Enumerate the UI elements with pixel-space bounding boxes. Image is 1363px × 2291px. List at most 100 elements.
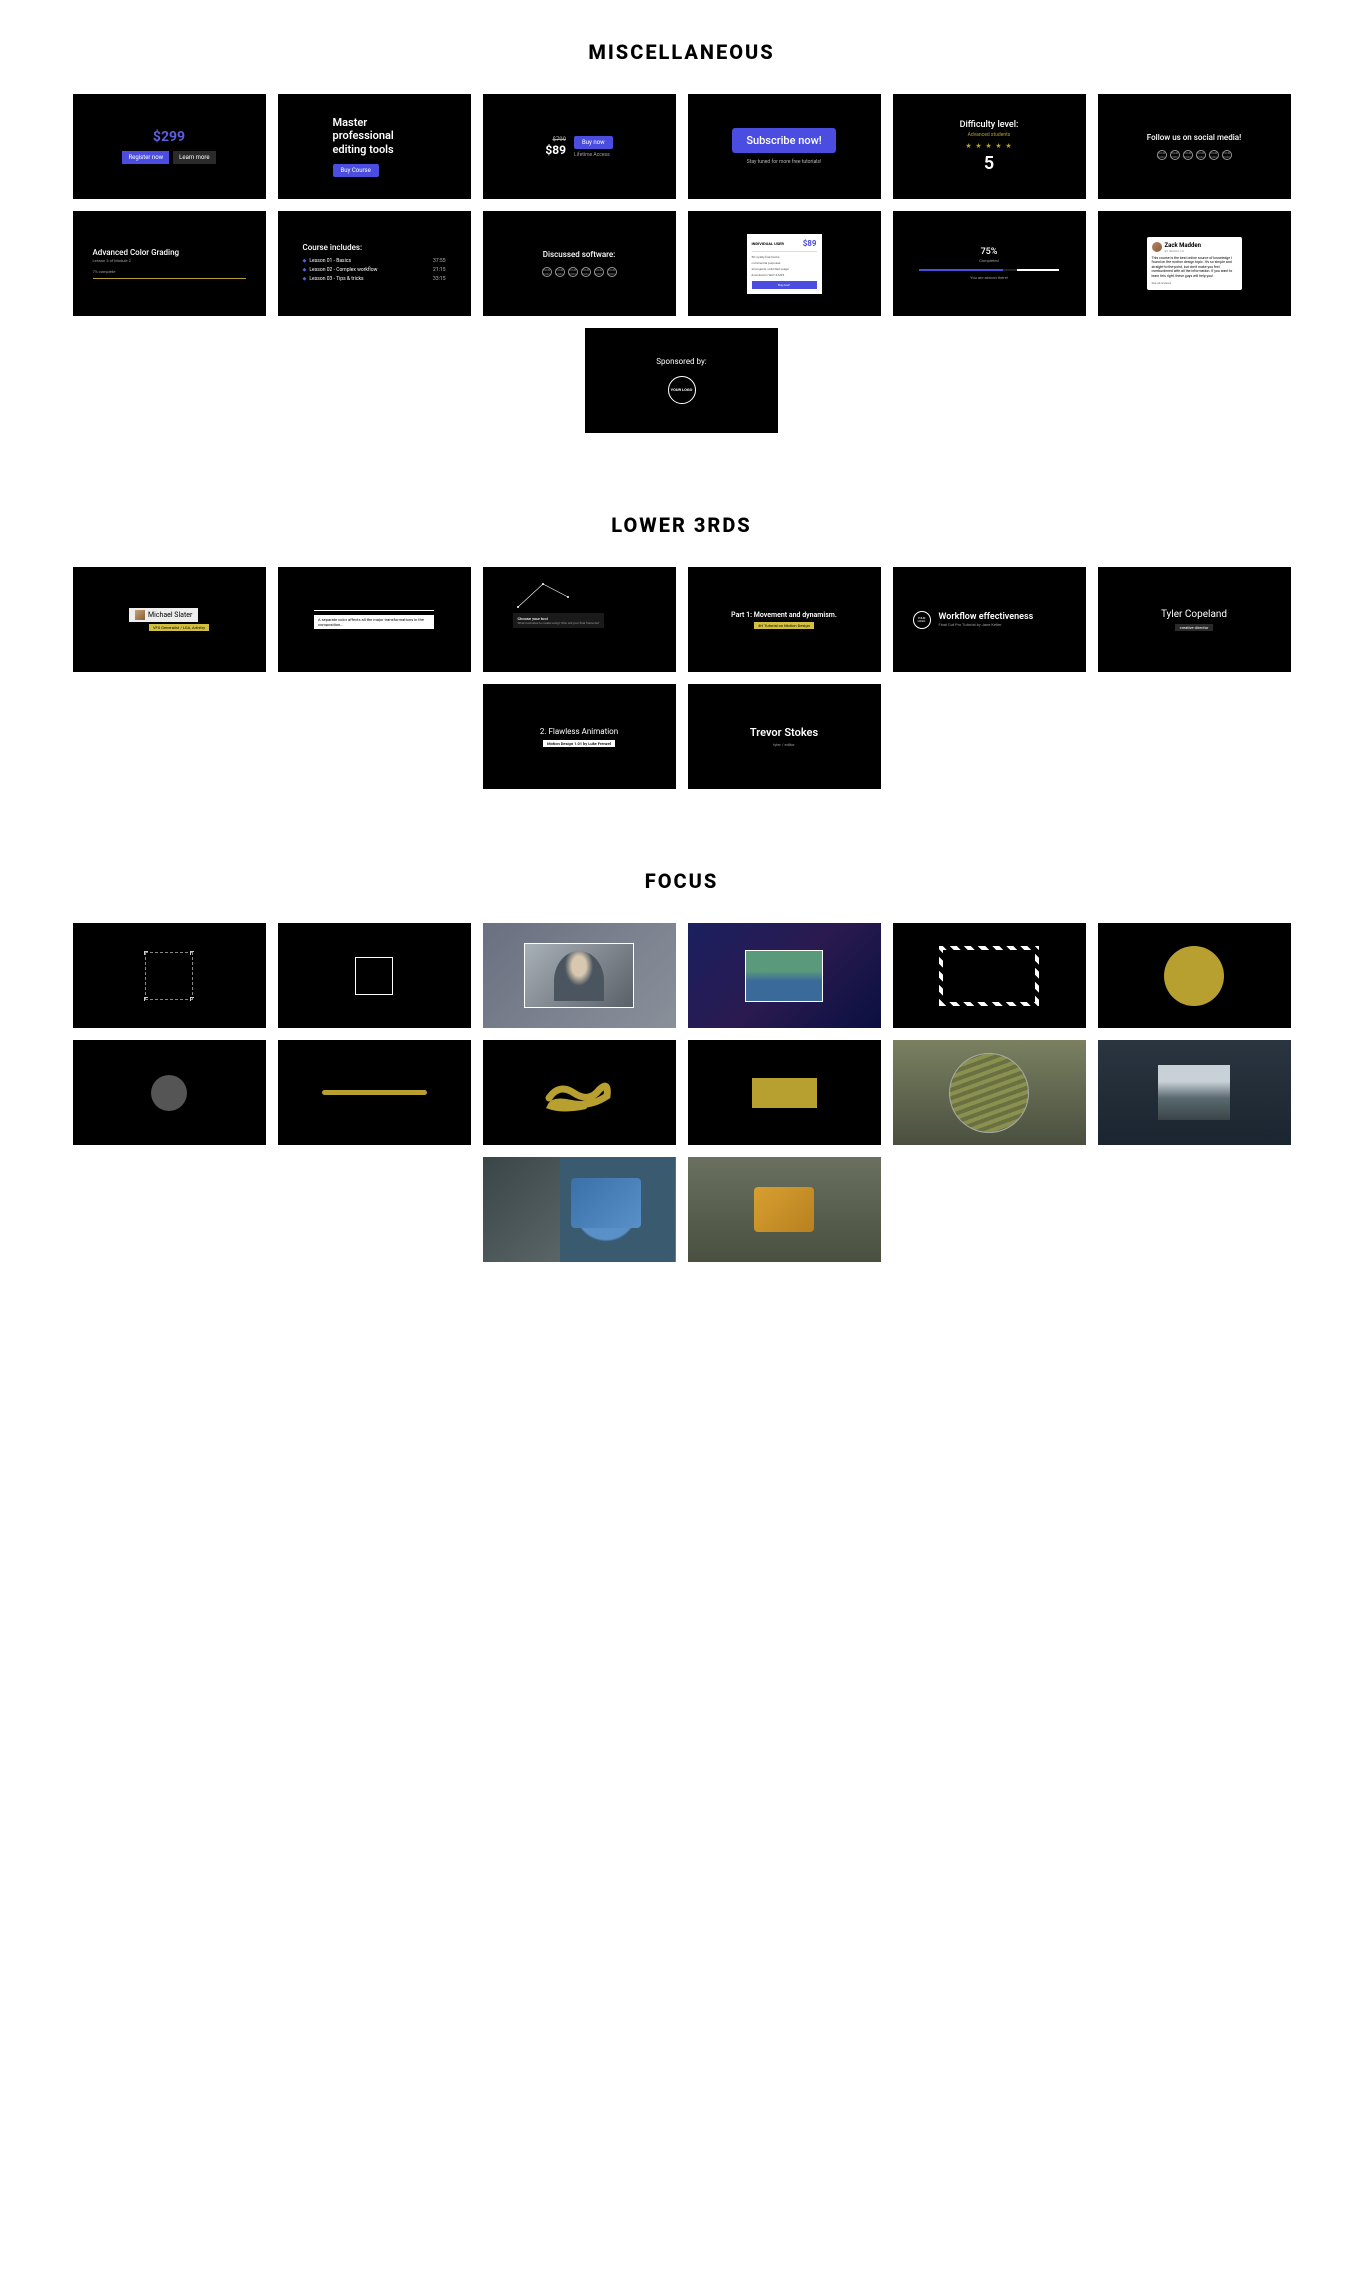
template-focus-circle-gold[interactable] [1098,923,1291,1028]
buy-button: Buy now! [752,281,817,289]
template-focus-fullbleed-1[interactable] [483,1157,676,1262]
section-title: MISCELLANEOUS [30,40,1333,64]
subtext-2: You are almost there! [970,275,1008,280]
template-price-buy[interactable]: $799 $89 Buy now Lifetime Access [483,94,676,199]
title: Discussed software: [543,250,616,259]
template-subscribe[interactable]: Subscribe now! Stay tuned for more free … [688,94,881,199]
template-chapter[interactable]: 2. Flawless Animation Motion Design 1.01… [483,684,676,789]
monitor-graphic [571,1178,641,1228]
lesson-row: ◆Lesson 03 - Tips & tricks 33:15 [303,276,446,282]
progress-bar [919,269,1059,271]
template-name-pill[interactable]: Tyler Copeland creative director [1098,567,1291,672]
template-logo-title[interactable]: YOUR LOGO Workflow effectiveness Final C… [893,567,1086,672]
template-focus-photo-frame-2[interactable] [688,923,881,1028]
pointer-line-icon [513,579,573,609]
template-caption-line[interactable]: A separate color affects all the major t… [278,567,471,672]
person-role: creative director [1175,624,1214,631]
progress-bar [93,278,246,279]
person-name: Tyler Copeland [1161,609,1227,620]
section-miscellaneous: MISCELLANEOUS $299 Register now Learn mo… [30,40,1333,433]
circle-mask [949,1053,1029,1133]
template-focus-fullbleed-2[interactable] [688,1157,881,1262]
software-icon: YOUR ICON [568,267,578,277]
template-testimonial[interactable]: Zack Madden art director, LA This course… [1098,211,1291,316]
template-pointer-box[interactable]: Choose your tool What motivates to creat… [483,567,676,672]
feature-item: 50 royalty-free tracks [752,255,817,259]
pricing-panel: INDIVIDUAL USER $89 50 royalty-free trac… [747,234,822,294]
template-course-includes[interactable]: Course includes: ◆Lesson 01 - Basics 37:… [278,211,471,316]
template-sponsored[interactable]: Sponsored by: YOUR LOGO [585,328,778,433]
strike-price: $799 [545,136,566,143]
name-tag: Michael Slater [129,608,198,622]
circle-shape [151,1075,187,1111]
template-focus-rect[interactable] [688,1040,881,1145]
title: Workflow effectiveness [939,612,1034,622]
subtitle: Final Cut Pro Tutorial by Jane Keller [939,622,1034,627]
social-icon: YOUR ICON [1183,150,1193,160]
avatar [1152,242,1162,252]
social-icon: YOUR ICON [1209,150,1219,160]
social-icon: YOUR ICON [1222,150,1232,160]
template-focus-photo-inset[interactable] [1098,1040,1291,1145]
title: Difficulty level: [960,120,1019,130]
focus-grid-row4 [30,1157,1333,1262]
template-software[interactable]: Discussed software: YOUR ICON YOUR ICON … [483,211,676,316]
template-focus-square[interactable] [278,923,471,1028]
template-focus-scribble[interactable] [483,1040,676,1145]
template-focus-dashed[interactable] [893,923,1086,1028]
tag: 4H Tutorial on Motion Design [754,622,814,629]
bullet-icon: ◆ [303,258,307,264]
progress-text: 7% complete [93,269,116,274]
misc-grid-row4: Sponsored by: YOUR LOGO [30,328,1333,433]
selection-box [145,952,193,1000]
lower-grid: Michael Slater VFX Generalist / LGA, Art… [30,567,1333,789]
template-focus-handles[interactable] [73,923,266,1028]
testimonial-body: This course is the best online source of… [1152,256,1237,279]
price-text: $89 [545,143,566,157]
template-focus-brush-line[interactable] [278,1040,471,1145]
lesson-duration: 33:15 [433,276,445,282]
feature-item: download in WAV & MP3 [752,273,817,277]
template-color-grading[interactable]: Advanced Color Grading Lesson 3 of Modul… [73,211,266,316]
lesson-duration: 37:55 [433,258,445,264]
brush-line [322,1090,427,1095]
subtitle: Lesson 3 of Module 2 [93,258,131,263]
lesson-row: ◆Lesson 02 - Complex workflow 21:15 [303,267,446,273]
plan-name: INDIVIDUAL USER [752,241,785,246]
feature-item: all projects, unlimited usage [752,267,817,271]
testimonial-panel: Zack Madden art director, LA This course… [1147,237,1242,291]
template-master-tools[interactable]: Master professional editing tools Buy Co… [278,94,471,199]
template-name-tag[interactable]: Michael Slater VFX Generalist / LGA, Art… [73,567,266,672]
lesson-name: Lesson 03 - Tips & tricks [309,276,363,282]
software-icon: YOUR ICON [555,267,565,277]
misc-grid: $299 Register now Learn more Master prof… [30,94,1333,316]
lesson-duration: 21:15 [433,267,445,273]
subscribe-button: Subscribe now! [732,128,835,153]
section-title: FOCUS [30,869,1333,893]
title: 2. Flawless Animation [540,727,618,736]
logo-placeholder: YOUR LOGO [668,376,696,404]
template-pricing-panel[interactable]: INDIVIDUAL USER $89 50 royalty-free trac… [688,211,881,316]
template-name-simple[interactable]: Trevor Stokes tyler / editor [688,684,881,789]
buy-now-button: Buy now [574,136,613,149]
social-icon: YOUR ICON [1170,150,1180,160]
template-part-title[interactable]: Part 1: Movement and dynamism. 4H Tutori… [688,567,881,672]
price-text: $299 [153,129,185,145]
person-role: art director, LA [1165,249,1202,253]
template-focus-circle-gray[interactable] [73,1040,266,1145]
template-price-register[interactable]: $299 Register now Learn more [73,94,266,199]
avatar [135,610,145,620]
tool-graphic [754,1187,814,1232]
buy-course-button: Buy Course [333,164,379,177]
subtext: Completed [979,258,998,263]
template-social[interactable]: Follow us on social media! YOUR ICON YOU… [1098,94,1291,199]
template-focus-photo-frame[interactable] [483,923,676,1028]
template-focus-circle-mask[interactable] [893,1040,1086,1145]
section-title: LOWER 3RDS [30,513,1333,537]
template-progress[interactable]: 75% Completed You are almost there! [893,211,1086,316]
caption-box: Choose your tool What motivates to creat… [513,613,605,628]
bullet-icon: ◆ [303,267,307,273]
see-more-link: See all reviews [1152,281,1237,285]
template-difficulty[interactable]: Difficulty level: Advanced students ★ ★ … [893,94,1086,199]
circle-shape [1164,946,1224,1006]
